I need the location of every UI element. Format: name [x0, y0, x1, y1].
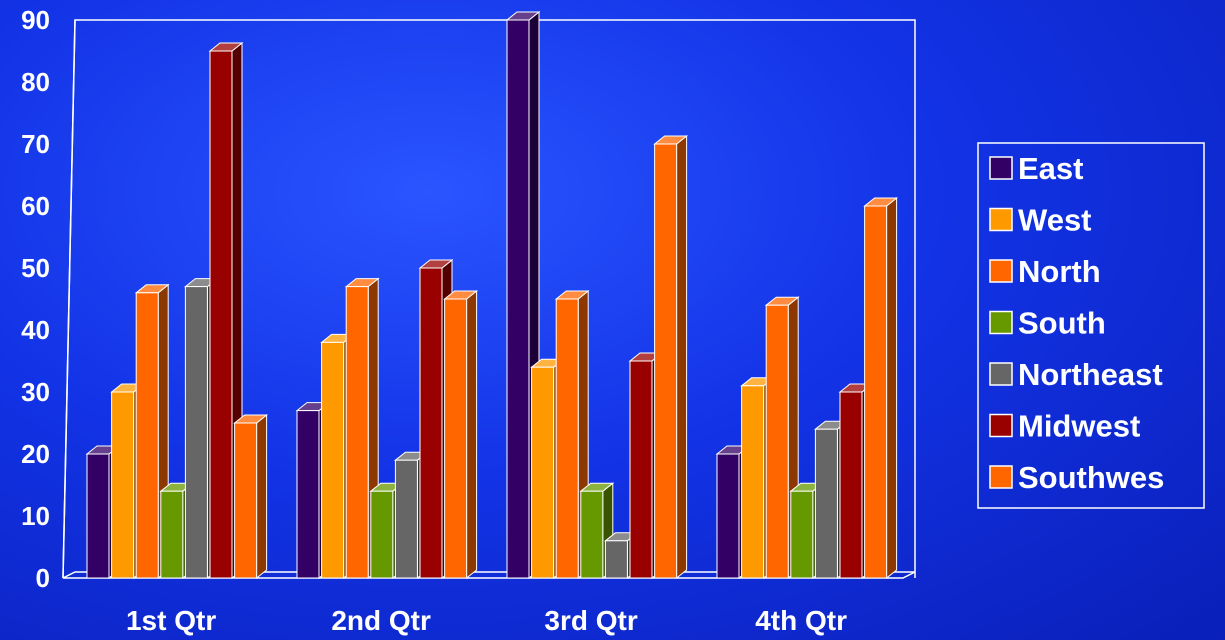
- bar-front: [716, 453, 740, 579]
- bar-front: [531, 366, 555, 579]
- bar-front: [765, 304, 789, 579]
- y-tick-label: 70: [21, 129, 50, 159]
- bar-front: [506, 19, 530, 579]
- y-tick-label: 10: [21, 501, 50, 531]
- y-tick-label: 0: [36, 563, 50, 593]
- bar-front: [370, 490, 394, 579]
- bar-front: [135, 292, 159, 579]
- bar-front: [86, 453, 110, 579]
- y-tick-label: 50: [21, 253, 50, 283]
- bar-front: [864, 205, 888, 579]
- bar-front: [209, 50, 233, 579]
- bar-side: [466, 289, 478, 580]
- bar-front: [160, 490, 184, 579]
- legend-label-midwest: Midwest: [1018, 409, 1140, 444]
- bar-north-4: [764, 296, 800, 580]
- bar-front: [654, 143, 678, 579]
- bar-front: [184, 286, 208, 579]
- bar-front: [580, 490, 604, 579]
- bar-southwes-1: [233, 413, 269, 580]
- legend-swatch-midwest: [989, 413, 1013, 438]
- y-tick-label: 90: [21, 5, 50, 35]
- x-axis-categories: 1st Qtr 2nd Qtr 3rd Qtr 4th Qtr: [126, 605, 847, 636]
- y-axis-ticks: 0 10 20 30 40 50 60 70 80 90: [21, 5, 50, 593]
- legend-label-northeast: Northeast: [1018, 357, 1163, 392]
- legend-label-north: North: [1018, 254, 1101, 289]
- legend-swatch-east: [989, 156, 1013, 180]
- legend-label-west: West: [1018, 203, 1092, 238]
- wall-depth-edge: [62, 19, 76, 579]
- bar-front: [629, 360, 653, 579]
- bar-front: [839, 391, 863, 579]
- legend-swatch-south: [989, 310, 1013, 335]
- bar-front: [444, 298, 468, 579]
- bar-front: [604, 540, 628, 579]
- y-tick-label: 60: [21, 191, 50, 221]
- y-tick-label: 20: [21, 439, 50, 469]
- y-tick-label: 80: [21, 67, 50, 97]
- bar-side: [256, 413, 268, 580]
- bar-series-group: [85, 10, 899, 580]
- bar-side: [676, 134, 688, 580]
- bar-front: [814, 428, 838, 579]
- legend-swatch-west: [989, 207, 1013, 232]
- bar-southwes-4: [863, 196, 899, 580]
- bar-front: [345, 286, 369, 579]
- y-tick-label: 40: [21, 315, 50, 345]
- bar-front: [741, 385, 765, 579]
- legend-label-southwes: Southwes: [1018, 460, 1164, 495]
- x-category-label: 3rd Qtr: [544, 605, 637, 636]
- bar-front: [394, 459, 418, 579]
- x-category-label: 4th Qtr: [755, 605, 847, 636]
- bar-front: [419, 267, 443, 579]
- y-tick-label: 30: [21, 377, 50, 407]
- x-category-label: 1st Qtr: [126, 605, 216, 636]
- bar-front: [321, 341, 345, 579]
- legend-label-south: South: [1018, 306, 1106, 341]
- bar-southwes-3: [653, 134, 689, 580]
- legend-swatch-north: [989, 259, 1013, 283]
- legend-swatch-northeast: [989, 362, 1013, 386]
- bar-side: [886, 196, 898, 580]
- legend-label-east: East: [1018, 151, 1083, 186]
- bar-front: [111, 391, 135, 579]
- bar-front: [234, 422, 258, 579]
- x-category-label: 2nd Qtr: [331, 605, 431, 636]
- bar-front: [296, 410, 320, 579]
- legend-swatch-southwes: [989, 465, 1013, 489]
- bar-front: [555, 298, 579, 579]
- legend: East West North South Northeast Midwest Southw…: [977, 142, 1205, 509]
- legend-box: [977, 142, 1205, 509]
- bar-front: [790, 490, 814, 579]
- bar-southwes-2: [443, 289, 479, 580]
